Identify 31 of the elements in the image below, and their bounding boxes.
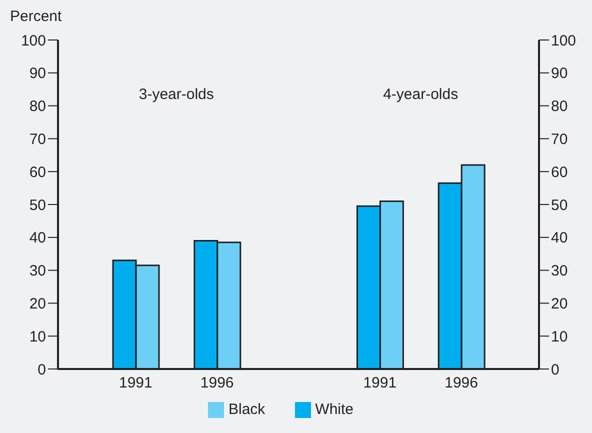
y-tick-label: 60	[29, 164, 46, 181]
y2-tick-label: 70	[551, 131, 568, 148]
x-tick-label: 1991	[119, 374, 152, 392]
annotation: 3-year-olds	[138, 86, 215, 103]
y2-tick-label: 40	[551, 230, 568, 247]
y-axis-title: Percent	[10, 8, 62, 25]
legend-label: Black	[228, 401, 266, 418]
y-tick-label: 100	[20, 32, 46, 50]
x-tick-label: 1996	[200, 374, 234, 392]
y-tick-label: 80	[29, 98, 46, 116]
y-tick-label: 90	[29, 65, 46, 82]
y-tick-label: 50	[29, 196, 46, 214]
y-tick-label: 10	[29, 328, 46, 346]
y2-tick-label: 60	[551, 164, 568, 181]
y-tick-label: 30	[29, 262, 46, 280]
legend-label: White	[315, 401, 354, 418]
y2-tick-label: 20	[551, 296, 568, 313]
y2-tick-label: 10	[551, 328, 568, 346]
x-tick-label: 1991	[363, 374, 397, 392]
y-tick-label: 0	[38, 361, 46, 378]
y2-tick-label: 100	[551, 32, 576, 50]
x-tick-label: 1996	[444, 374, 478, 392]
y2-tick-label: 80	[551, 98, 568, 116]
y2-tick-label: 30	[551, 262, 568, 280]
y2-tick-label: 90	[551, 65, 568, 82]
y-tick-label: 20	[29, 296, 46, 313]
y2-tick-label: 50	[551, 196, 568, 214]
y2-tick-label: 0	[551, 361, 560, 378]
y-tick-label: 40	[29, 230, 46, 247]
y-tick-label: 70	[29, 131, 46, 148]
annotation: 4-year-olds	[382, 86, 460, 103]
